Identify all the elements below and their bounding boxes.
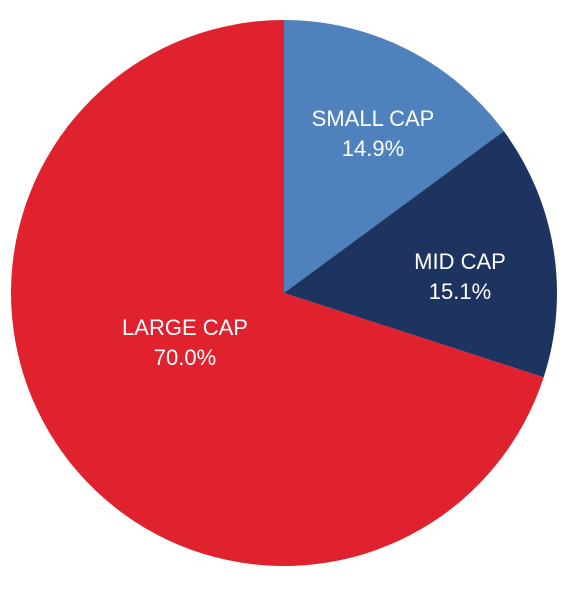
slice-name-label: MID CAP: [414, 249, 506, 274]
slice-name-label: LARGE CAP: [122, 315, 248, 340]
slices-layer: [11, 20, 558, 567]
slice-value-label: 15.1%: [429, 279, 491, 304]
slice-name-label: SMALL CAP: [312, 106, 435, 131]
pie-slice-mid-cap: [284, 131, 558, 378]
slice-value-label: 14.9%: [342, 136, 404, 161]
slice-value-label: 70.0%: [154, 345, 216, 370]
labels-layer: SMALL CAP 14.9% MID CAP 15.1% LARGE CAP 70.0%: [122, 106, 506, 370]
pie-slice-small-cap: [284, 20, 504, 293]
pie-slice-large-cap: [11, 20, 544, 567]
